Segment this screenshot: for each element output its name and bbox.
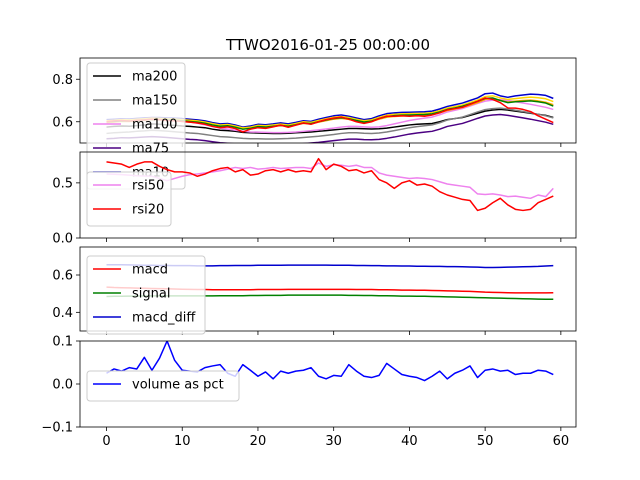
panel-volume: −0.1 0.0 0.1 0 10 20 30 40 50 60 (41, 335, 577, 449)
legend-label: macd_diff (132, 311, 196, 326)
legend-label: signal (132, 287, 170, 302)
legend: rsi50 rsi20 (86, 171, 172, 227)
series-line-rsi20 (106, 157, 554, 212)
legend-label: ma200 (132, 70, 177, 85)
x-tick-label: 60 (553, 434, 570, 449)
x-tick-label: 40 (401, 434, 418, 449)
y-tick-label: 0.4 (52, 306, 73, 321)
y-tick-label: 0.5 (52, 176, 73, 191)
x-tick-label: 10 (174, 434, 191, 449)
legend-label: rsi50 (132, 179, 164, 194)
legend: volume as pct (86, 370, 240, 402)
y-tick-label: 0.0 (52, 378, 73, 393)
legend-label: rsi20 (132, 203, 164, 218)
x-tick-label: 20 (250, 434, 267, 449)
chart-title: TTWO2016-01-25 00:00:00 (225, 36, 430, 54)
legend-label: ma150 (132, 94, 177, 109)
y-tick-label: 0.6 (52, 115, 73, 130)
y-tick-label: 0.8 (52, 73, 73, 88)
axes-frame (79, 151, 577, 239)
legend-box (86, 370, 240, 402)
x-tick-label: 30 (325, 434, 342, 449)
series-line-rsi50 (106, 162, 554, 200)
series-line-volume-as-pct (106, 341, 554, 382)
legend-label: macd (132, 263, 168, 278)
legend-label: ma75 (132, 142, 169, 157)
y-tick-label: −0.1 (41, 421, 73, 436)
y-tick-label: 0.1 (52, 335, 73, 350)
panel-rsi: 0.0 0.5 (52, 151, 577, 247)
axes-frame (79, 246, 577, 332)
legend-label: ma100 (132, 118, 177, 133)
axes-frame (79, 57, 577, 144)
legend: macd signal macd_diff (86, 255, 206, 335)
legend-box (86, 255, 206, 335)
y-tick-label: 0.6 (52, 269, 73, 284)
x-tick-label: 50 (477, 434, 494, 449)
legend-label: volume as pct (132, 378, 224, 393)
x-tick-label: 0 (102, 434, 110, 449)
y-tick-label: 0.0 (52, 232, 73, 247)
